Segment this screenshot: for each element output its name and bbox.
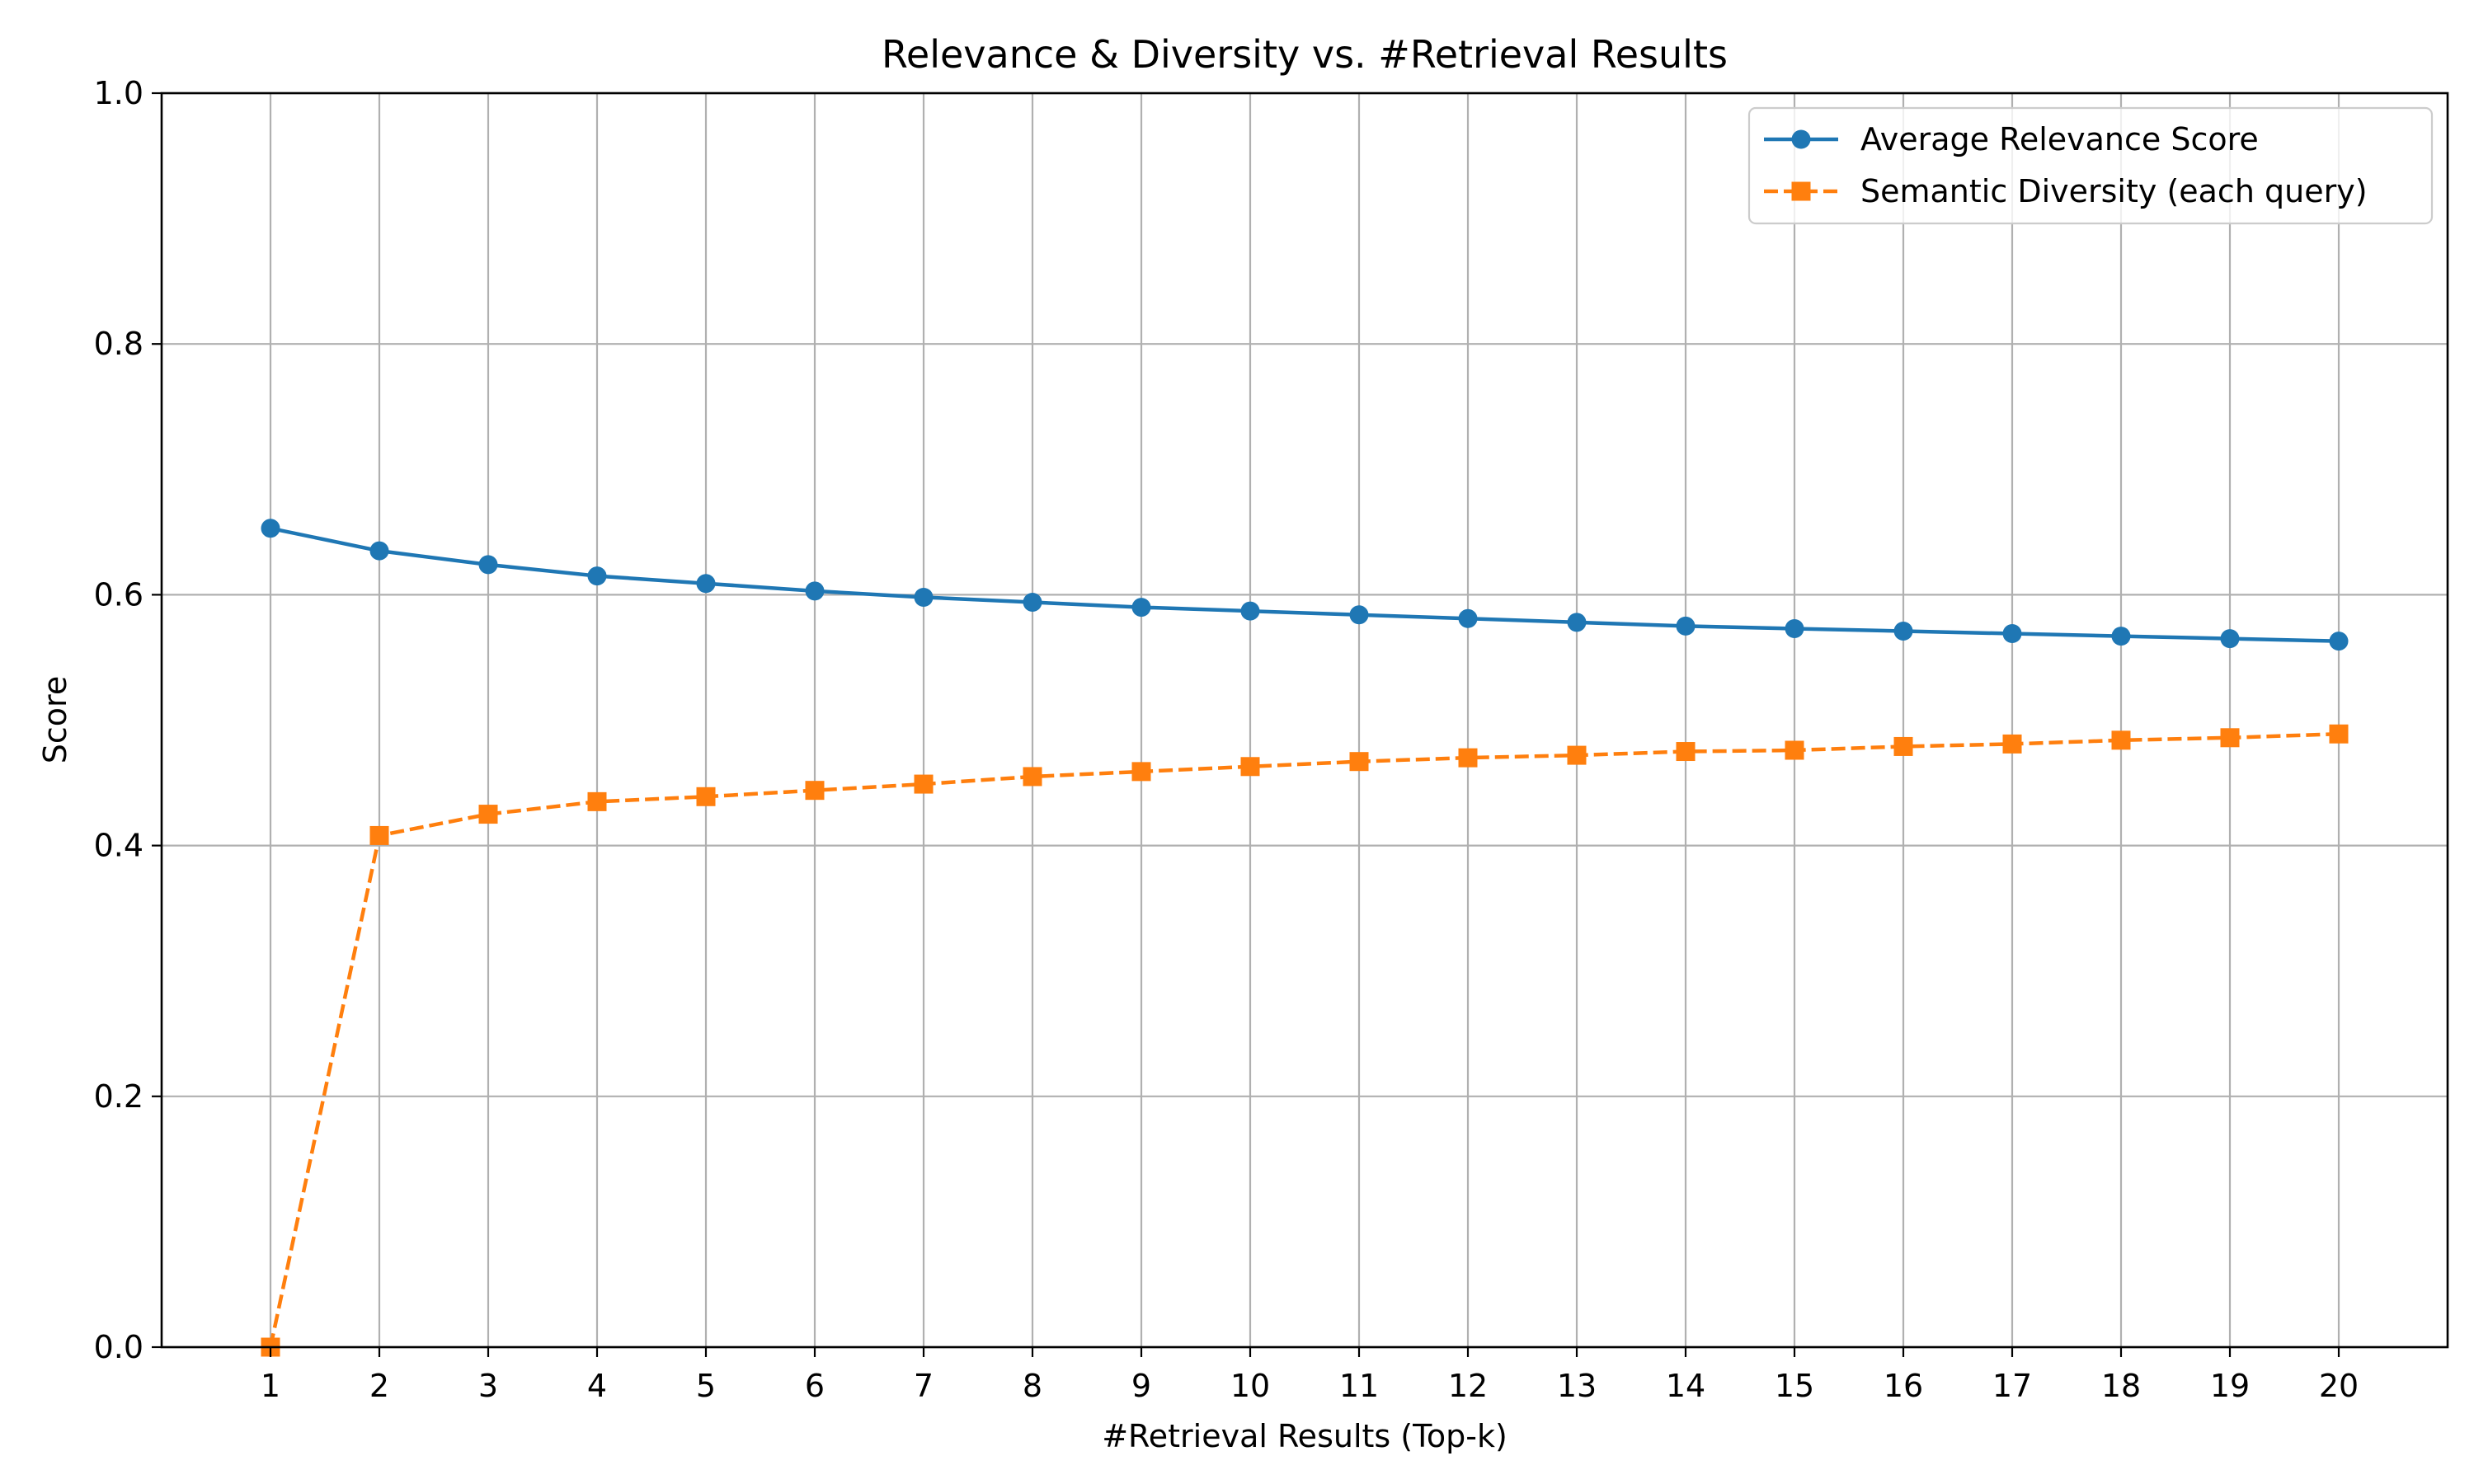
x-tick-label: 15 bbox=[1775, 1368, 1814, 1404]
x-tick-label: 19 bbox=[2210, 1368, 2250, 1404]
x-tick-label: 18 bbox=[2101, 1368, 2141, 1404]
data-point bbox=[261, 519, 280, 538]
y-tick-label: 0.0 bbox=[94, 1329, 143, 1365]
x-tick-label: 1 bbox=[261, 1368, 280, 1404]
data-point bbox=[1240, 601, 1260, 621]
plot-area-frame bbox=[160, 92, 2449, 1349]
data-point bbox=[1349, 605, 1369, 625]
legend-label: Average Relevance Score bbox=[1860, 121, 2259, 157]
data-point bbox=[914, 587, 934, 607]
data-point bbox=[1676, 742, 1696, 762]
legend-marker bbox=[1791, 129, 1811, 149]
legend-entry: Average Relevance Score bbox=[1764, 121, 2259, 157]
data-point bbox=[1893, 622, 1913, 641]
data-point bbox=[587, 566, 607, 586]
data-point bbox=[478, 555, 498, 575]
series-line bbox=[268, 731, 2340, 1348]
x-tick-label: 10 bbox=[1230, 1368, 1270, 1404]
data-point bbox=[2002, 734, 2022, 754]
data-point bbox=[1023, 593, 1042, 613]
x-tick-label: 5 bbox=[696, 1368, 716, 1404]
x-tick-label: 12 bbox=[1448, 1368, 1488, 1404]
x-tick-label: 13 bbox=[1557, 1368, 1597, 1404]
data-point bbox=[369, 825, 389, 845]
chart-title: Relevance & Diversity vs. #Retrieval Res… bbox=[882, 32, 1728, 77]
x-tick-label: 3 bbox=[478, 1368, 498, 1404]
data-point bbox=[805, 581, 825, 601]
series-line bbox=[270, 526, 2340, 643]
data-point bbox=[1785, 618, 1804, 638]
x-tick-label: 20 bbox=[2319, 1368, 2359, 1404]
x-tick-label: 14 bbox=[1666, 1368, 1705, 1404]
y-tick-label: 0.4 bbox=[94, 828, 143, 864]
legend-label: Semantic Diversity (each query) bbox=[1860, 173, 2368, 209]
legend: Average Relevance Score Semantic Diversit… bbox=[1747, 106, 2434, 225]
legend-entry: Semantic Diversity (each query) bbox=[1764, 173, 2368, 209]
data-point bbox=[478, 805, 498, 824]
data-point bbox=[1567, 613, 1587, 632]
data-point bbox=[805, 781, 825, 801]
data-point bbox=[1567, 745, 1587, 765]
data-point bbox=[696, 787, 716, 806]
data-point bbox=[1023, 767, 1042, 787]
data-point bbox=[1458, 748, 1478, 768]
x-tick-label: 8 bbox=[1023, 1368, 1042, 1404]
x-tick-label: 16 bbox=[1884, 1368, 1923, 1404]
x-tick-label: 11 bbox=[1339, 1368, 1379, 1404]
data-point bbox=[1131, 762, 1151, 782]
series-2 bbox=[261, 724, 2349, 1357]
legend-box bbox=[1747, 106, 2434, 225]
data-point bbox=[587, 791, 607, 811]
data-point bbox=[2111, 730, 2131, 750]
data-point bbox=[2111, 627, 2131, 646]
x-tick-label: 6 bbox=[805, 1368, 825, 1404]
x-tick-label: 4 bbox=[587, 1368, 607, 1404]
data-point bbox=[1458, 608, 1478, 628]
data-point bbox=[2329, 724, 2349, 744]
data-point bbox=[1785, 740, 1804, 760]
legend-marker bbox=[1791, 181, 1811, 201]
data-point bbox=[914, 774, 934, 794]
x-tick-label: 7 bbox=[914, 1368, 934, 1404]
data-point bbox=[2329, 632, 2349, 651]
series-1 bbox=[261, 519, 2349, 651]
data-point bbox=[696, 574, 716, 594]
data-point bbox=[1349, 752, 1369, 772]
data-series bbox=[261, 519, 2349, 1357]
y-tick-label: 0.2 bbox=[94, 1078, 143, 1115]
y-tick-label: 0.8 bbox=[94, 326, 143, 362]
y-tick-label: 1.0 bbox=[94, 75, 143, 111]
data-point bbox=[2002, 624, 2022, 644]
y-axis-label: Score bbox=[37, 676, 73, 763]
data-point bbox=[369, 541, 389, 561]
data-point bbox=[1893, 736, 1913, 756]
y-tick-label: 0.6 bbox=[94, 576, 143, 613]
data-point bbox=[1676, 616, 1696, 636]
data-point bbox=[1240, 757, 1260, 777]
data-point bbox=[1131, 598, 1151, 618]
data-point bbox=[2220, 728, 2240, 748]
data-point bbox=[2220, 629, 2240, 649]
x-tick-label: 9 bbox=[1131, 1368, 1151, 1404]
axis-ticks: 1 2 3 4 5 6 7 8 9 10 11 12 13 14 15 16 17 18 19 200.00.20.4… bbox=[94, 75, 2359, 1404]
x-axis-label: #Retrieval Results (Top-k) bbox=[1102, 1418, 1507, 1454]
x-tick-label: 17 bbox=[1992, 1368, 2032, 1404]
x-tick-label: 2 bbox=[369, 1368, 389, 1404]
